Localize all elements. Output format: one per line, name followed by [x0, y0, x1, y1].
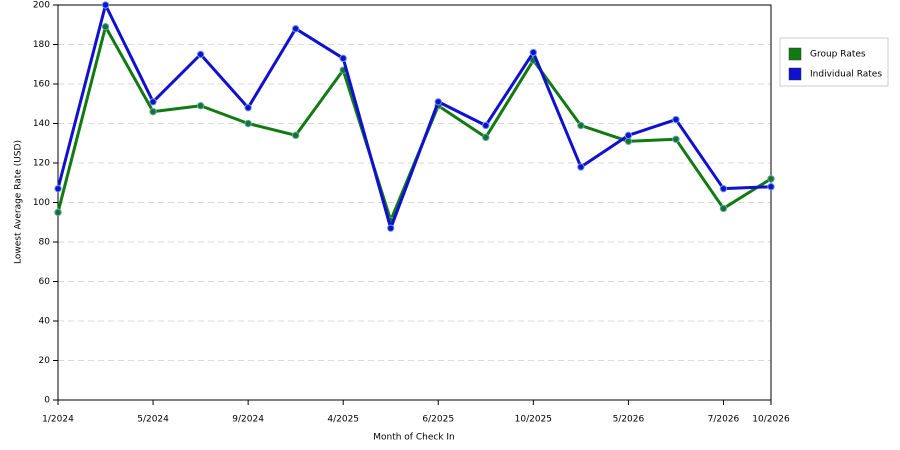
- data-point: [719, 204, 728, 213]
- x-tick-label: 1/2024: [42, 415, 74, 425]
- data-point: [767, 183, 775, 191]
- x-tick-label: 5/2024: [137, 415, 169, 425]
- y-tick-label: 0: [44, 396, 50, 406]
- x-axis-title: Month of Check In: [373, 433, 455, 443]
- data-point: [149, 98, 157, 106]
- data-point: [529, 48, 538, 57]
- data-point: [149, 107, 157, 116]
- x-tick-label: 6/2025: [422, 415, 454, 425]
- data-point: [482, 133, 490, 142]
- y-tick-label: 40: [39, 317, 51, 327]
- data-point: [624, 131, 633, 140]
- data-point: [101, 23, 110, 31]
- x-tick-label: 10/2025: [515, 415, 552, 425]
- data-point: [54, 184, 62, 193]
- y-tick-label: 80: [39, 238, 51, 248]
- legend-swatch: [788, 47, 802, 61]
- data-point: [339, 54, 347, 63]
- series-line: [56, 3, 772, 230]
- data-point: [244, 104, 252, 112]
- data-point: [482, 121, 490, 130]
- plot-frame: [57, 4, 772, 401]
- x-tick-label: 7/2026: [708, 415, 740, 425]
- data-point: [577, 163, 585, 171]
- y-axis-title: Lowest Average Rate (USD): [14, 140, 24, 264]
- data-point: [196, 102, 205, 110]
- data-point: [54, 208, 62, 217]
- y-tick-label: 140: [33, 119, 50, 129]
- x-tick-label: 5/2026: [613, 415, 645, 425]
- y-tick-label: 120: [33, 159, 50, 169]
- y-tick-label: 160: [33, 80, 50, 90]
- data-point: [291, 131, 300, 140]
- data-point: [196, 50, 205, 59]
- data-point: [767, 175, 775, 183]
- data-point: [719, 184, 728, 193]
- data-point: [434, 98, 442, 106]
- legend-label: Individual Rates: [810, 70, 882, 80]
- y-tick-label: 100: [33, 198, 50, 208]
- x-tick-label: 4/2025: [327, 415, 359, 425]
- x-tick-label: 9/2024: [232, 415, 264, 425]
- data-point: [387, 224, 395, 232]
- y-tick-label: 60: [39, 277, 51, 287]
- x-tick-label: 10/2026: [752, 415, 790, 425]
- legend-swatch: [788, 67, 802, 81]
- data-point: [291, 25, 300, 33]
- data-point: [672, 115, 680, 124]
- legend-label: Group Rates: [810, 50, 866, 60]
- y-tick-label: 20: [39, 356, 51, 366]
- data-point: [244, 119, 252, 128]
- data-point: [672, 135, 680, 144]
- y-tick-label: 180: [33, 40, 50, 50]
- data-point: [577, 121, 585, 130]
- data-point: [101, 1, 110, 9]
- y-tick-label: 200: [33, 1, 50, 11]
